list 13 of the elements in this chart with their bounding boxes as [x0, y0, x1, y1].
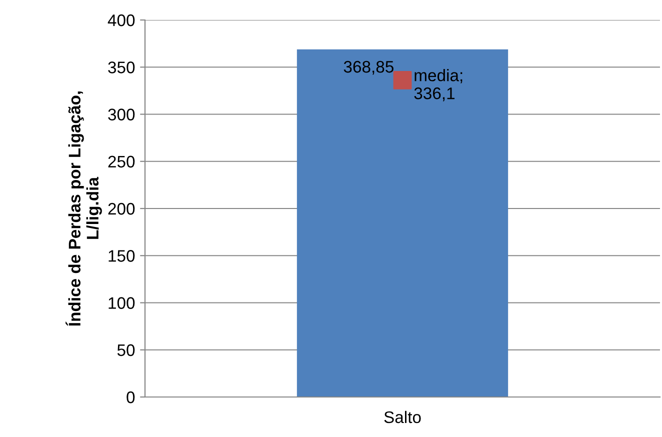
data-label: media; 336,1	[414, 69, 462, 102]
y-tick-label: 100	[108, 297, 135, 309]
x-tick-label: Salto	[384, 410, 421, 424]
y-tick-label: 400	[108, 14, 135, 26]
y-tick-label: 300	[108, 108, 135, 120]
y-tick-label: 250	[108, 156, 135, 168]
y-tick-label: 150	[108, 250, 135, 262]
y-tick-label: 0	[126, 391, 135, 404]
y-tick-label: 200	[108, 202, 135, 215]
y-tick-label: 350	[108, 62, 135, 74]
y-axis-title: Índice de Perdas por Ligação, L/lig.dia	[66, 92, 102, 326]
y-tick-label: 50	[117, 344, 135, 356]
data-label: 368,85	[344, 60, 394, 75]
